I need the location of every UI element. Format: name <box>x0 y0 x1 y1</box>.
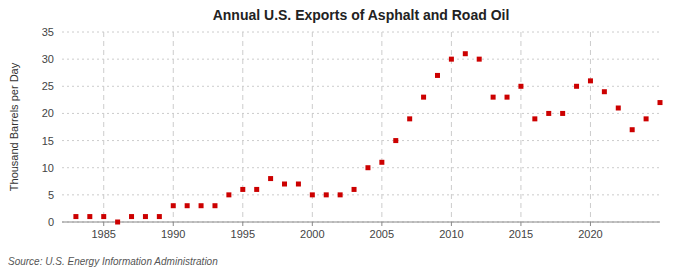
point <box>421 95 426 100</box>
point <box>143 214 148 219</box>
y-tick-label: 15 <box>42 135 54 147</box>
point <box>254 187 259 192</box>
point <box>630 127 635 132</box>
y-grid-line <box>62 140 660 141</box>
point <box>87 214 92 219</box>
x-tick-label: 1990 <box>161 228 185 240</box>
point <box>379 160 384 165</box>
point <box>296 182 301 187</box>
points <box>73 51 662 224</box>
x-tick <box>173 222 174 226</box>
y-grid-line <box>62 194 660 195</box>
point <box>324 192 329 197</box>
x-tick-label: 1985 <box>91 228 115 240</box>
point <box>393 138 398 143</box>
x-axis-line <box>62 222 660 223</box>
point <box>658 100 663 105</box>
y-grid-line <box>62 167 660 168</box>
x-grid-line <box>381 32 382 222</box>
point <box>477 57 482 62</box>
x-tick-label: 1995 <box>231 228 255 240</box>
x-tick <box>520 222 521 226</box>
point <box>310 192 315 197</box>
point <box>449 57 454 62</box>
chart-svg: 1985 1990 1995 2000 2005 2010 2015 2020 0 5 10 15 20… <box>0 0 675 275</box>
x-tick <box>381 222 382 226</box>
point <box>185 203 190 208</box>
y-tick-label: 25 <box>42 80 54 92</box>
point <box>491 95 496 100</box>
y-axis-label: Thousand Barrels per Day <box>8 62 20 191</box>
point <box>129 214 134 219</box>
point <box>518 84 523 89</box>
x-tick-label: 2000 <box>300 228 324 240</box>
point <box>602 89 607 94</box>
x-grid-line <box>173 32 174 222</box>
point <box>644 116 649 121</box>
grid <box>62 32 660 222</box>
y-grid-line <box>62 59 660 60</box>
y-tick-label: 0 <box>48 216 54 228</box>
point <box>282 182 287 187</box>
x-tick <box>312 222 313 226</box>
x-tick-label: 2020 <box>578 228 602 240</box>
x-tick-label: 2015 <box>509 228 533 240</box>
y-axis: 0 5 10 15 20 25 30 35 <box>42 26 54 228</box>
point <box>199 203 204 208</box>
point <box>157 214 162 219</box>
point <box>546 111 551 116</box>
x-grid-line <box>520 32 521 222</box>
y-tick-label: 35 <box>42 26 54 38</box>
point <box>407 116 412 121</box>
x-axis: 1985 1990 1995 2000 2005 2010 2015 2020 <box>91 222 602 240</box>
y-tick-label: 10 <box>42 162 54 174</box>
point <box>616 106 621 111</box>
source-note: Source: U.S. Energy Information Administ… <box>8 256 218 267</box>
point <box>505 95 510 100</box>
x-tick <box>103 222 104 226</box>
point <box>574 84 579 89</box>
point <box>338 192 343 197</box>
y-tick-label: 5 <box>48 189 54 201</box>
chart-title: Annual U.S. Exports of Asphalt and Road … <box>213 7 510 23</box>
y-tick-label: 20 <box>42 107 54 119</box>
point <box>240 187 245 192</box>
point <box>560 111 565 116</box>
x-grid-line <box>242 32 243 222</box>
x-tick <box>451 222 452 226</box>
point <box>101 214 106 219</box>
point <box>226 192 231 197</box>
y-grid-line <box>62 86 660 87</box>
y-grid-line <box>62 113 660 114</box>
y-grid-line <box>62 222 660 223</box>
point <box>268 176 273 181</box>
point <box>532 116 537 121</box>
point <box>352 187 357 192</box>
point <box>73 214 78 219</box>
point <box>588 78 593 83</box>
point <box>171 203 176 208</box>
y-tick-label: 30 <box>42 53 54 65</box>
point <box>115 220 120 225</box>
point <box>435 73 440 78</box>
x-grid-line <box>103 32 104 222</box>
x-grid-line <box>590 32 591 222</box>
x-tick <box>242 222 243 226</box>
point <box>463 51 468 56</box>
point <box>365 165 370 170</box>
x-tick-label: 2010 <box>439 228 463 240</box>
chart-container: 1985 1990 1995 2000 2005 2010 2015 2020 0 5 10 15 20… <box>0 0 675 275</box>
x-tick <box>590 222 591 226</box>
y-grid-line <box>62 32 660 33</box>
point <box>212 203 217 208</box>
x-tick-label: 2005 <box>370 228 394 240</box>
